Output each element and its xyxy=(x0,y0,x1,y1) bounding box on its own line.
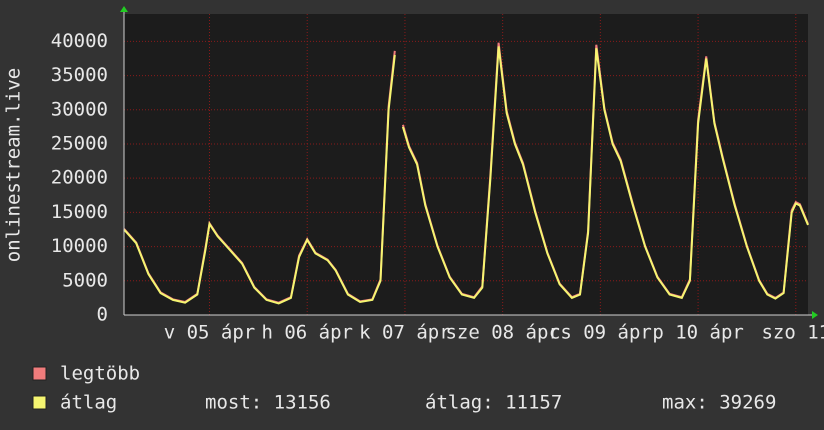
x-tick-label: v 05 ápr xyxy=(164,322,256,344)
y-arrow xyxy=(120,6,128,12)
legend-label: átlag xyxy=(60,392,117,414)
legend: legtöbb átlag most: 13156 átlag: 11157 max: … xyxy=(32,363,776,414)
x-tick-label: h 06 ápr xyxy=(261,322,353,344)
x-tick-label: szo 11 xyxy=(761,322,824,344)
y-tick-label: 5000 xyxy=(62,269,108,291)
legend-stat: átlag: 11157 xyxy=(425,392,562,414)
plot-area xyxy=(124,14,808,315)
legend-swatch xyxy=(32,366,47,381)
y-tick-label: 35000 xyxy=(51,64,108,86)
x-arrow xyxy=(812,311,818,319)
y-tick-label: 0 xyxy=(97,304,108,326)
legend-swatch xyxy=(32,395,47,410)
y-tick-label: 15000 xyxy=(51,201,108,223)
x-tick-label: sze 08 ápr xyxy=(445,322,559,344)
y-tick-label: 20000 xyxy=(51,167,108,189)
x-tick-label: p 10 ápr xyxy=(652,322,744,344)
y-tick-label: 10000 xyxy=(51,235,108,257)
legend-label: legtöbb xyxy=(60,363,140,385)
x-tick-label: cs 09 ápr xyxy=(549,322,652,344)
y-tick-label: 40000 xyxy=(51,30,108,52)
legend-stat: most: 13156 xyxy=(205,392,331,414)
x-tick-label: k 07 ápr xyxy=(359,322,451,344)
legend-stat: max: 39269 xyxy=(662,392,776,414)
y-axis-label: onlinestream.live xyxy=(3,68,25,262)
y-tick-label: 25000 xyxy=(51,132,108,154)
series-line xyxy=(123,46,809,305)
y-tick-label: 30000 xyxy=(51,98,108,120)
plot xyxy=(123,42,809,305)
